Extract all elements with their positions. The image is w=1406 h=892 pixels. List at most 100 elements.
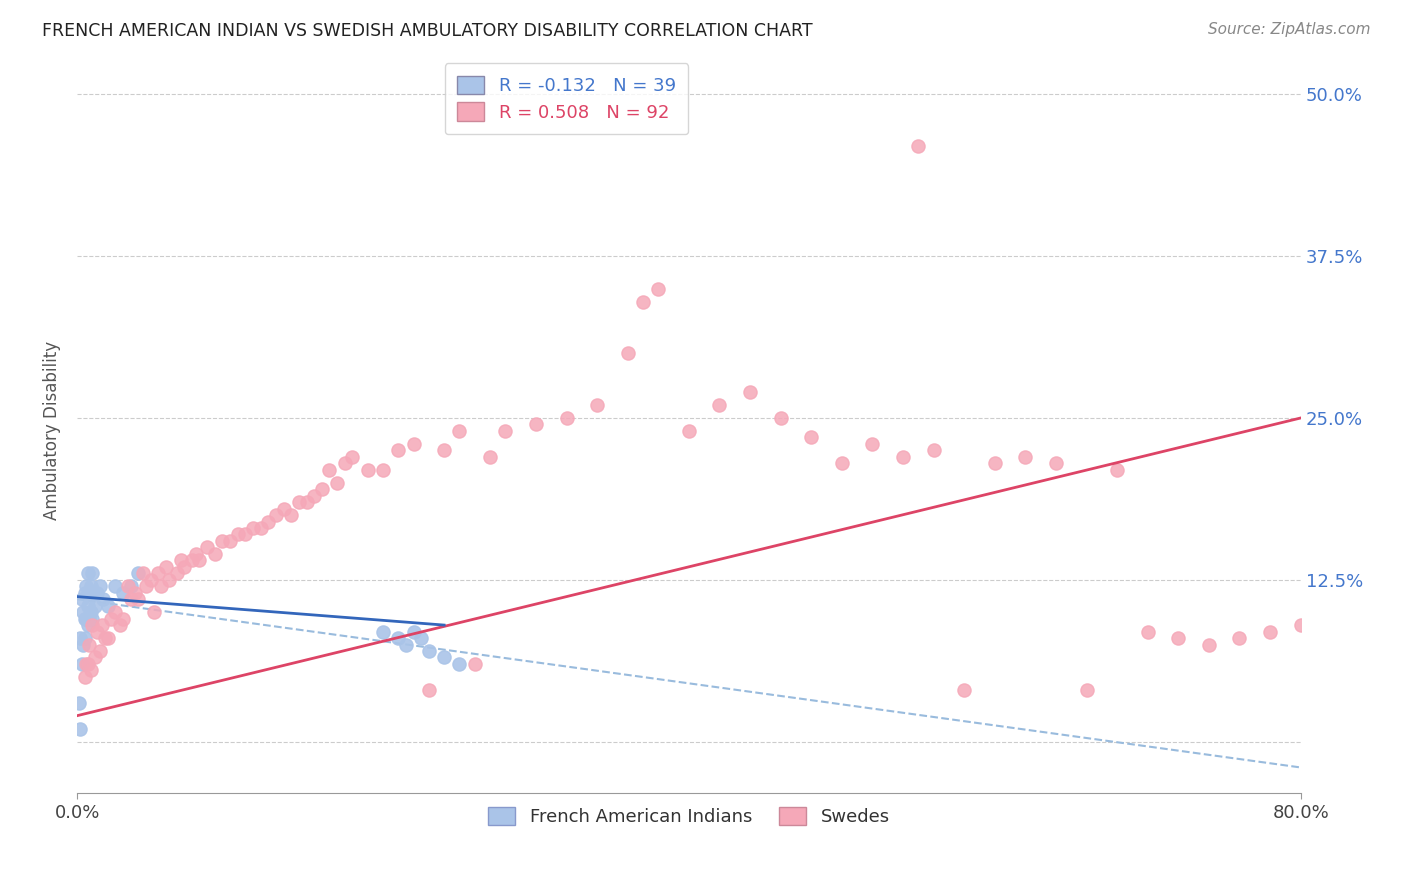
Point [555, 411, 578, 425]
Point [69, 631, 91, 645]
Point [433, 443, 456, 458]
Point [418, 644, 440, 658]
Point [907, 139, 929, 153]
Point [1014, 450, 1036, 464]
Point [342, 450, 364, 464]
Point [433, 650, 456, 665]
Point [195, 541, 218, 555]
Point [326, 475, 349, 490]
Point [72, 638, 94, 652]
Legend: French American Indians, Swedes: French American Indians, Swedes [479, 797, 898, 835]
Point [249, 521, 271, 535]
Point [1198, 638, 1220, 652]
Point [146, 566, 169, 581]
Point [108, 618, 131, 632]
Point [117, 579, 139, 593]
Point [127, 566, 149, 581]
Point [104, 579, 127, 593]
Point [402, 624, 425, 639]
Point [273, 501, 295, 516]
Point [132, 566, 155, 581]
Point [186, 547, 208, 561]
Point [418, 682, 440, 697]
Point [86, 624, 108, 639]
Point [264, 508, 287, 522]
Point [1289, 618, 1312, 632]
Point [82, 618, 104, 632]
Point [155, 559, 177, 574]
Point [124, 585, 146, 599]
Point [616, 346, 638, 360]
Point [97, 599, 120, 613]
Point [90, 618, 112, 632]
Point [69, 722, 91, 736]
Point [678, 424, 700, 438]
Point [233, 527, 256, 541]
Point [631, 294, 654, 309]
Point [83, 585, 105, 599]
Point [89, 644, 111, 658]
Point [80, 579, 103, 593]
Point [79, 638, 101, 652]
Point [333, 456, 356, 470]
Point [860, 437, 883, 451]
Point [170, 553, 193, 567]
Point [166, 566, 188, 581]
Point [76, 618, 98, 632]
Point [73, 631, 96, 645]
Point [188, 553, 211, 567]
Point [204, 547, 226, 561]
Point [449, 657, 471, 671]
Point [1136, 624, 1159, 639]
Point [831, 456, 853, 470]
Point [76, 657, 98, 671]
Point [494, 424, 516, 438]
Point [1229, 631, 1251, 645]
Point [127, 592, 149, 607]
Point [242, 521, 264, 535]
Point [80, 605, 103, 619]
Point [84, 650, 107, 665]
Point [75, 657, 97, 671]
Point [104, 605, 127, 619]
Point [70, 592, 93, 607]
Point [1167, 631, 1189, 645]
Point [91, 592, 114, 607]
Point [524, 417, 547, 432]
Point [73, 612, 96, 626]
Point [111, 612, 134, 626]
Point [120, 592, 142, 607]
Point [219, 533, 242, 548]
Point [82, 566, 104, 581]
Point [135, 579, 157, 593]
Point [479, 450, 502, 464]
Point [387, 631, 409, 645]
Point [280, 508, 302, 522]
Point [76, 599, 98, 613]
Point [93, 631, 115, 645]
Point [953, 682, 976, 697]
Point [984, 456, 1007, 470]
Point [73, 670, 96, 684]
Point [89, 579, 111, 593]
Y-axis label: Ambulatory Disability: Ambulatory Disability [44, 342, 60, 521]
Point [84, 599, 107, 613]
Point [449, 424, 471, 438]
Point [157, 573, 180, 587]
Text: Source: ZipAtlas.com: Source: ZipAtlas.com [1208, 22, 1371, 37]
Point [295, 495, 318, 509]
Point [80, 664, 103, 678]
Text: FRENCH AMERICAN INDIAN VS SWEDISH AMBULATORY DISABILITY CORRELATION CHART: FRENCH AMERICAN INDIAN VS SWEDISH AMBULA… [42, 22, 813, 40]
Point [1076, 682, 1098, 697]
Point [464, 657, 486, 671]
Point [226, 527, 249, 541]
Point [922, 443, 945, 458]
Point [211, 533, 233, 548]
Point [97, 631, 120, 645]
Point [357, 463, 380, 477]
Point [100, 612, 122, 626]
Point [402, 437, 425, 451]
Point [142, 605, 165, 619]
Point [76, 566, 98, 581]
Point [73, 585, 96, 599]
